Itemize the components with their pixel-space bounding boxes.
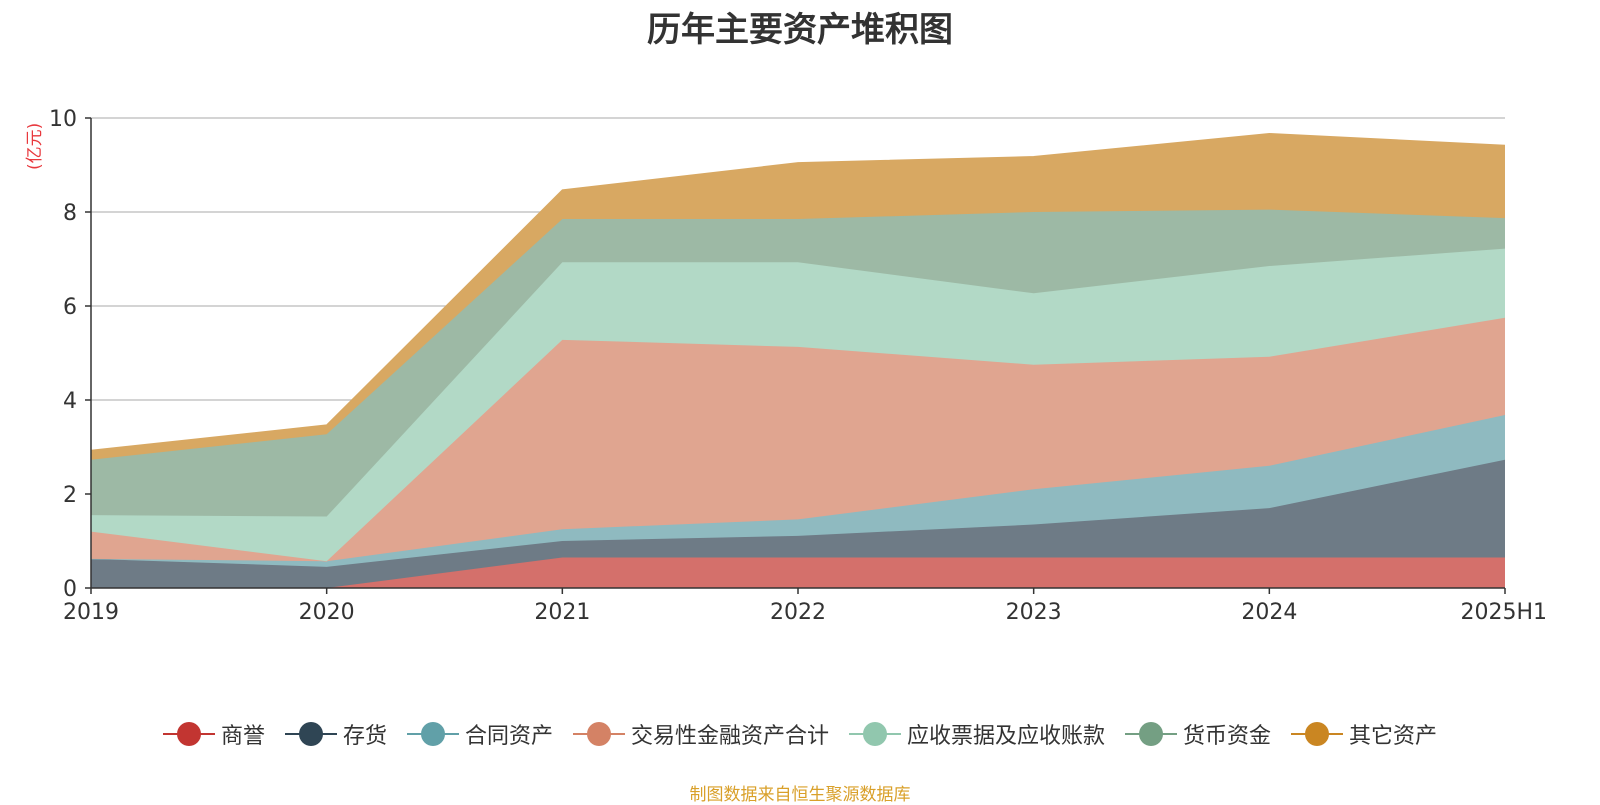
axes: 0 2 4 6 8 10 2019 2020 2021 2022 2023 2024 2025H1 bbox=[49, 107, 1547, 625]
legend-label: 存货 bbox=[342, 724, 387, 749]
legend-label: 交易性金融资产合计 bbox=[630, 724, 829, 749]
legend-item[interactable]: 存货 bbox=[284, 718, 387, 750]
x-tick-label: 2022 bbox=[770, 600, 826, 625]
legend-marker-icon bbox=[406, 722, 459, 746]
y-tick-label: 4 bbox=[63, 389, 77, 414]
area-series bbox=[90, 133, 1506, 589]
x-tick-label: 2021 bbox=[534, 600, 590, 625]
legend-item[interactable]: 商誉 bbox=[162, 718, 265, 750]
chart-title: 历年主要资产堆积图 bbox=[647, 10, 953, 50]
stacked-area-chart: 0 2 4 6 8 10 2019 2020 2021 2022 2023 2024 2025H1 bbox=[49, 107, 1547, 625]
legend-label: 应收票据及应收账款 bbox=[907, 724, 1106, 749]
legend-item[interactable]: 合同资产 bbox=[406, 718, 553, 750]
legend-item[interactable]: 货币资金 bbox=[1125, 718, 1271, 750]
legend-marker-icon bbox=[572, 722, 625, 746]
legend-marker-icon bbox=[284, 722, 337, 746]
legend: 商誉 存货 合同资产 交易性金融资产合计 应收票据及应收账款 货币资金 其它资产 bbox=[0, 718, 1600, 750]
legend-dot bbox=[1139, 722, 1164, 746]
legend-label: 其它资产 bbox=[1349, 724, 1438, 749]
legend-item[interactable]: 其它资产 bbox=[1291, 718, 1437, 750]
area-series-line-6 bbox=[90, 133, 1506, 451]
legend-label: 货币资金 bbox=[1183, 724, 1272, 749]
legend-dot bbox=[176, 722, 201, 746]
y-tick-label: 2 bbox=[63, 483, 77, 508]
area-series-5 bbox=[91, 209, 1505, 517]
x-tick-label: 2024 bbox=[1241, 600, 1297, 625]
legend-dot bbox=[298, 722, 323, 746]
legend-label: 合同资产 bbox=[464, 724, 553, 749]
x-tick-label: 2020 bbox=[299, 600, 355, 625]
legend-marker-icon bbox=[849, 722, 901, 746]
x-tick-label: 2025H1 bbox=[1460, 600, 1547, 625]
legend-item[interactable]: 交易性金融资产合计 bbox=[572, 718, 829, 750]
area-series-6 bbox=[91, 133, 1505, 460]
legend-marker-icon bbox=[1291, 722, 1344, 746]
legend-dot bbox=[586, 722, 611, 746]
y-tick-label: 10 bbox=[49, 107, 77, 132]
y-tick-label: 0 bbox=[63, 577, 77, 602]
y-tick-label: 8 bbox=[63, 201, 77, 226]
area-series-4 bbox=[91, 248, 1505, 562]
area-series-2 bbox=[91, 415, 1505, 567]
legend-marker-icon bbox=[162, 722, 215, 746]
legend-dot bbox=[1305, 722, 1330, 746]
x-tick-label: 2019 bbox=[63, 600, 119, 625]
area-series-3 bbox=[91, 317, 1505, 562]
legend-dot bbox=[863, 722, 887, 746]
legend-dot bbox=[420, 722, 445, 746]
legend-marker-icon bbox=[1125, 722, 1178, 746]
y-tick-label: 6 bbox=[63, 295, 77, 320]
x-tick-label: 2023 bbox=[1006, 600, 1062, 625]
source-note: 制图数据来自恒生聚源数据库 bbox=[689, 785, 911, 805]
area-series-0 bbox=[91, 557, 1505, 588]
legend-label: 商誉 bbox=[220, 724, 265, 749]
legend-item[interactable]: 应收票据及应收账款 bbox=[849, 718, 1105, 750]
area-series-1 bbox=[91, 459, 1505, 588]
